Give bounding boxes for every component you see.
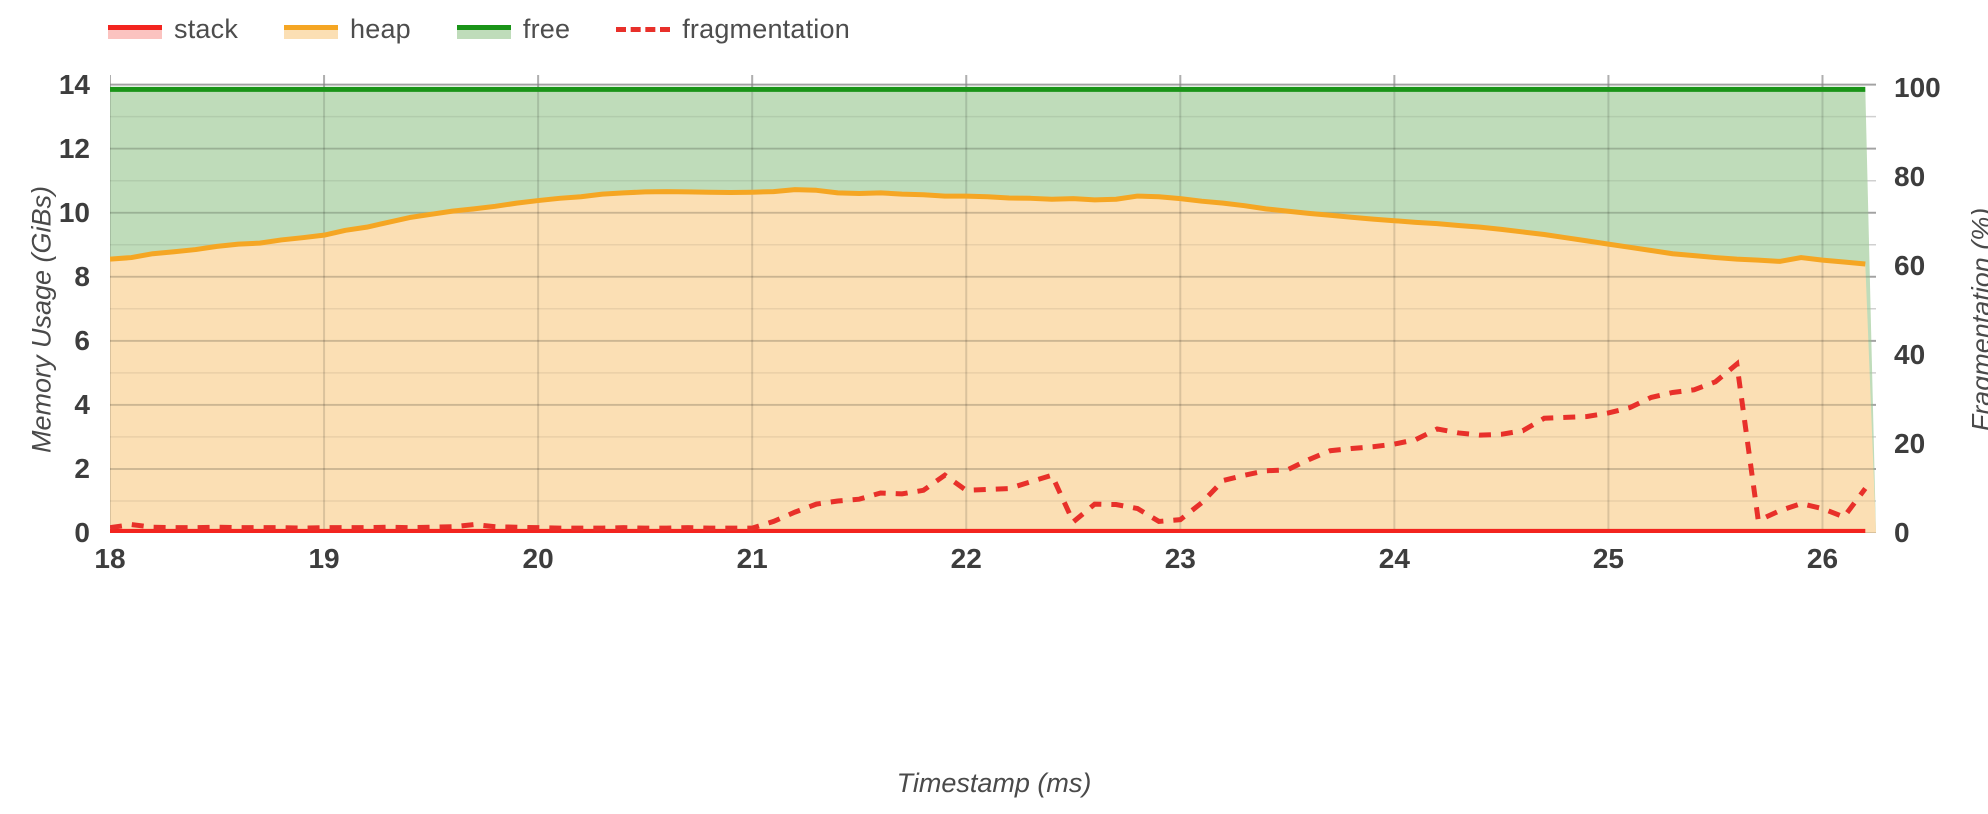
y-axis-right-tick-40: 40: [1894, 339, 1926, 371]
x-axis-tick-19: 19: [308, 543, 340, 574]
y-axis-right-tick-80: 80: [1894, 161, 1926, 193]
y-axis-right-tick-20: 20: [1894, 428, 1926, 460]
legend-item-heap[interactable]: heap: [284, 14, 411, 45]
legend-swatch-stack: [108, 19, 162, 39]
legend-label-fragmentation: fragmentation: [682, 13, 850, 44]
x-axis-tick-26: 26: [1806, 543, 1839, 574]
y-axis-right-tick-0: 0: [1894, 517, 1910, 548]
x-axis-tick-25: 25: [1592, 543, 1624, 574]
x-axis-title: Timestamp (ms): [896, 768, 1092, 798]
y-axis-left-tick-2: 2: [74, 452, 90, 484]
x-axis-tick-20: 20: [522, 543, 554, 574]
y-axis-left-tick-4: 4: [74, 388, 90, 420]
x-axis-tick-18: 18: [94, 543, 126, 574]
plot-svg: [110, 75, 1876, 533]
y-axis-right-title: Fragmentation (%): [1966, 207, 1988, 432]
legend-item-stack[interactable]: stack: [108, 14, 238, 45]
legend-label-heap: heap: [350, 13, 411, 44]
y-axis-left-tick-14: 14: [58, 68, 90, 100]
legend-swatch-fragmentation: [616, 19, 671, 39]
y-axis-left-tick-12: 12: [58, 132, 90, 164]
legend-label-free: free: [522, 13, 571, 44]
legend-swatch-free: [456, 19, 511, 39]
y-axis-left-tick-6: 6: [74, 324, 90, 356]
chart-legend: stack heap free fragmentation: [0, 0, 1988, 58]
x-axis-tick-21: 21: [736, 543, 768, 574]
legend-item-free[interactable]: free: [456, 13, 571, 45]
legend-item-fragmentation[interactable]: fragmentation: [616, 14, 850, 45]
y-axis-left-tick-0: 0: [74, 517, 90, 548]
y-axis-right-tick-60: 60: [1894, 250, 1926, 282]
y-axis-right-tick-100: 100: [1894, 72, 1941, 104]
legend-label-stack: stack: [174, 13, 239, 44]
y-axis-left-tick-8: 8: [74, 260, 90, 292]
x-axis-tick-24: 24: [1378, 543, 1410, 574]
plot-area[interactable]: [110, 75, 1876, 533]
x-axis-tick-22: 22: [950, 543, 982, 574]
x-axis-tick-23: 23: [1164, 543, 1196, 574]
legend-swatch-heap: [284, 19, 339, 39]
y-axis-left-tick-10: 10: [58, 196, 90, 228]
